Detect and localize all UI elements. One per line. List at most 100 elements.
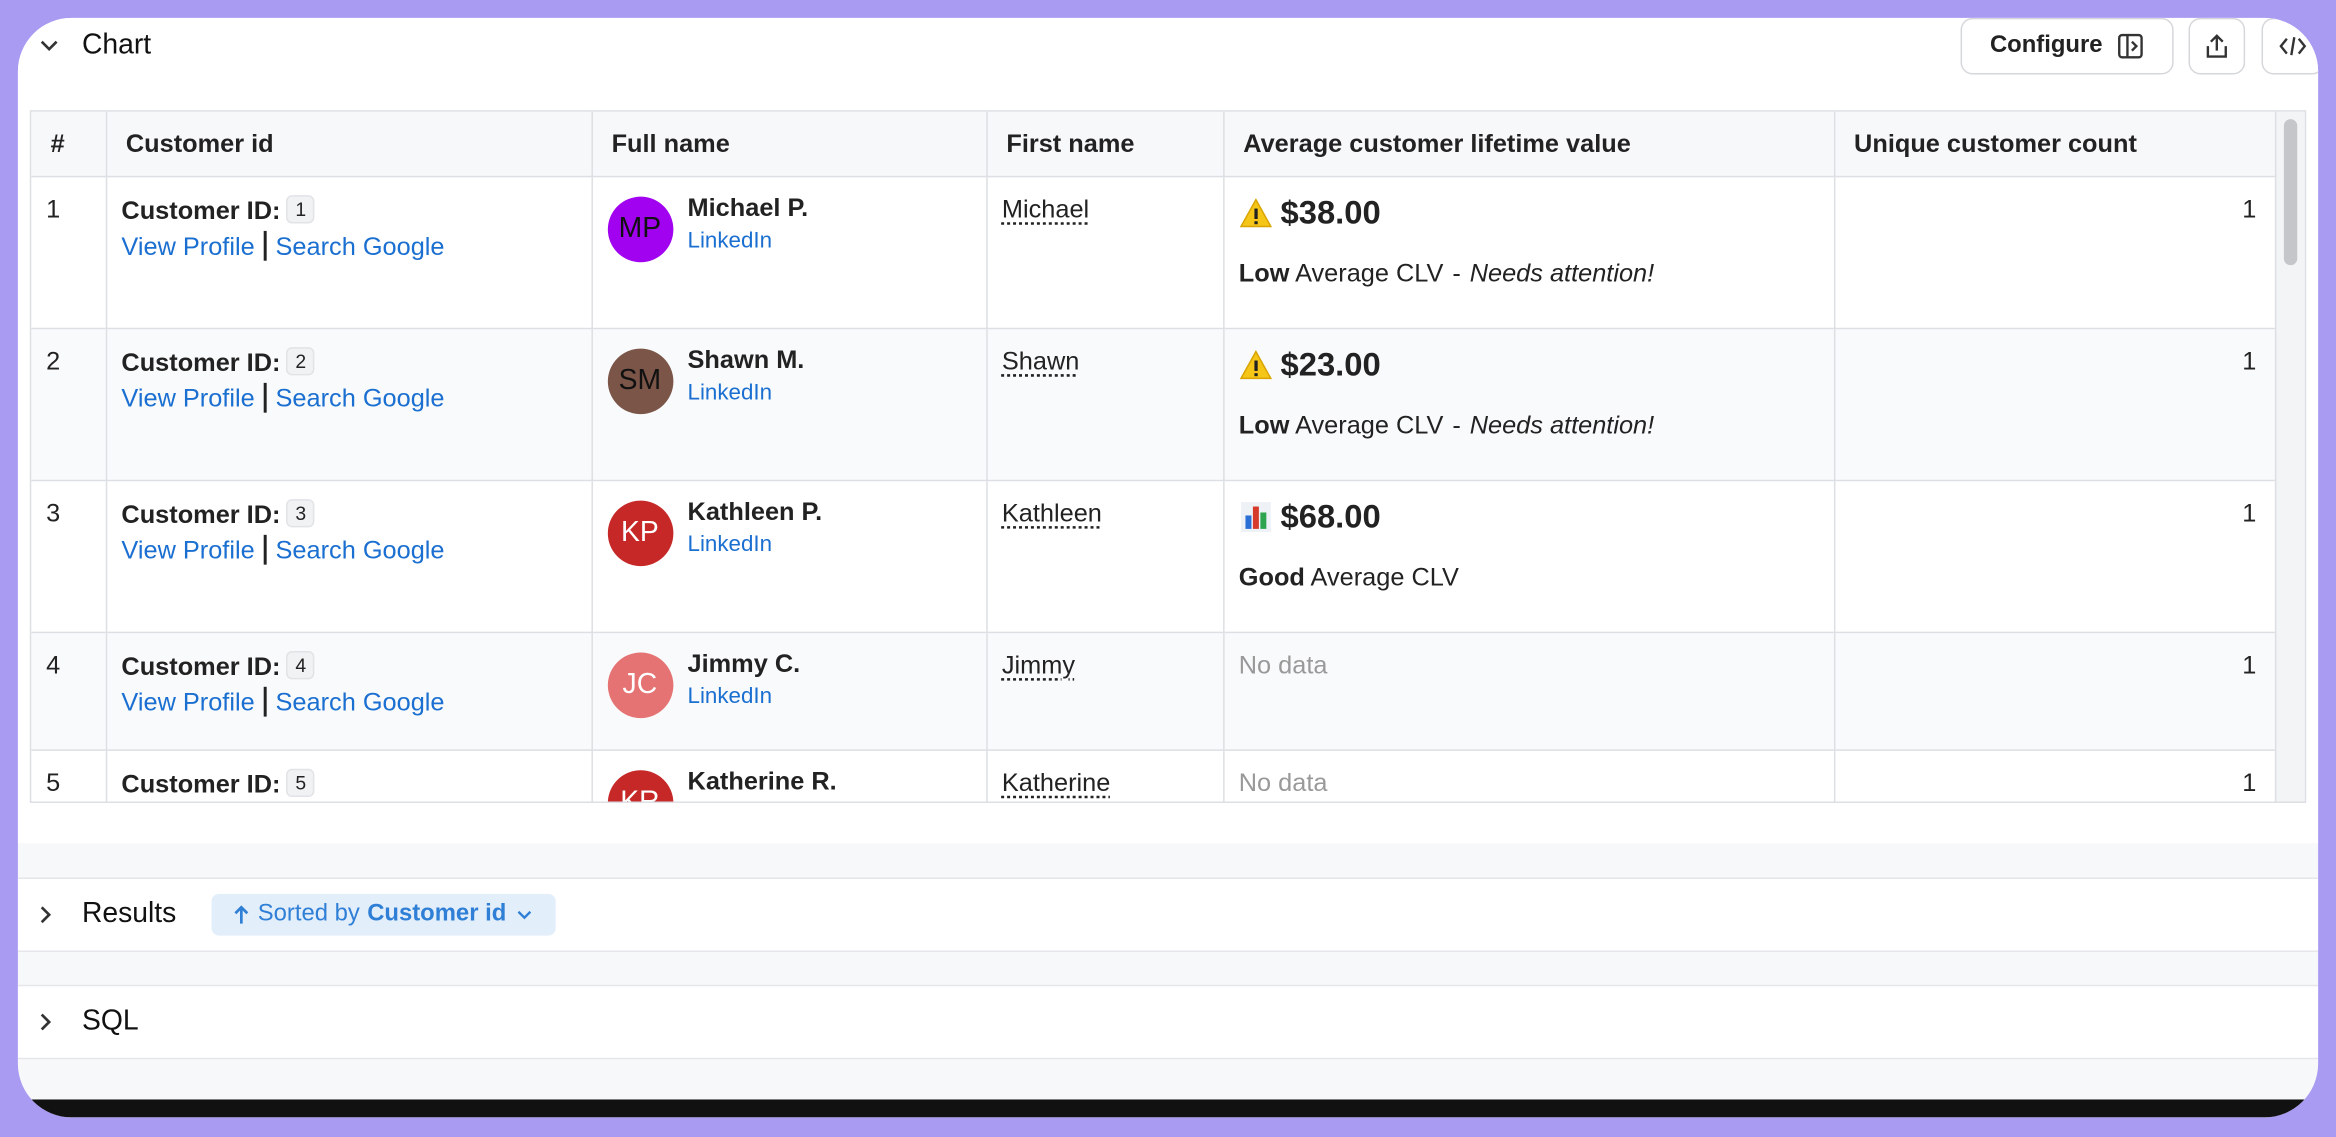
- table-row: 1 Customer ID: 1 View Profile Search Google M…: [31, 176, 2276, 330]
- profile-link[interactable]: View Profile: [121, 232, 255, 261]
- sql-section[interactable]: SQL: [17, 984, 2319, 1060]
- link-line: View Profile Search Google: [121, 534, 575, 566]
- section-title: SQL: [81, 1005, 139, 1037]
- profile-link[interactable]: View Profile: [121, 536, 255, 565]
- column-header[interactable]: Full name: [591, 111, 987, 178]
- card: Chart Configure # Customer id Full name Fir…: [17, 17, 2319, 1118]
- full-name-cell: KP Kathleen P. LinkedIn: [591, 480, 987, 634]
- full-name-cell: KR Katherine R.: [591, 750, 987, 802]
- index-cell: 4: [31, 632, 107, 751]
- customer-id-cell: Customer ID: 5: [105, 750, 593, 802]
- first-name-cell: Kathleen: [986, 480, 1224, 634]
- profile-link[interactable]: View Profile: [121, 384, 255, 413]
- arrow-up-icon: [234, 905, 249, 924]
- first-name-cell: Michael: [986, 176, 1224, 330]
- dropdown-icon: [517, 910, 531, 920]
- results-section[interactable]: Results Sorted by Customer id: [17, 877, 2319, 952]
- profile-link[interactable]: Search Google: [275, 688, 445, 717]
- social-link[interactable]: LinkedIn: [687, 227, 773, 254]
- embed-button[interactable]: [2261, 17, 2319, 75]
- warning-icon: [1238, 198, 1272, 228]
- clv-value-line: $68.00: [1239, 498, 1819, 537]
- full-name-cell: JC Jimmy C. LinkedIn: [591, 632, 987, 751]
- first-name-cell: Jimmy: [986, 632, 1224, 751]
- share-button[interactable]: [2188, 17, 2246, 75]
- chart-section: Chart Configure # Customer id Full name Fir…: [17, 17, 2319, 844]
- row-index: 5: [46, 768, 61, 798]
- link-line: View Profile Search Google: [121, 230, 575, 262]
- sort-pill[interactable]: Sorted by Customer id: [211, 893, 556, 936]
- panel-icon: [2118, 33, 2144, 59]
- share-icon: [2206, 34, 2227, 58]
- count-cell: 1: [1833, 328, 2276, 482]
- clv-label: Average CLV: [1295, 259, 1444, 288]
- clv-level: Low: [1238, 259, 1290, 288]
- column-header[interactable]: First name: [986, 111, 1224, 178]
- link-separator: [263, 382, 267, 413]
- count-cell: 1: [1833, 480, 2276, 634]
- clv-cell: No data: [1223, 750, 1835, 802]
- social-link[interactable]: LinkedIn: [687, 531, 773, 558]
- social-link[interactable]: LinkedIn: [687, 683, 773, 710]
- count-cell: 1: [1833, 632, 2276, 751]
- column-header[interactable]: #: [31, 111, 107, 178]
- clv-separator: -: [1452, 259, 1461, 288]
- no-data: No data: [1238, 651, 1328, 680]
- count-cell: 1: [1833, 176, 2276, 330]
- customer-id-cell: Customer ID: 1 View Profile Search Google: [105, 176, 593, 330]
- avatar: JC: [607, 652, 673, 719]
- scrollbar[interactable]: [2274, 111, 2305, 802]
- column-header[interactable]: Unique customer count: [1833, 111, 2276, 178]
- index-cell: 5: [31, 750, 107, 802]
- clv-level: Low: [1238, 411, 1290, 440]
- profile-link[interactable]: Search Google: [275, 536, 445, 565]
- clv-note-line: Good Average CLV: [1239, 563, 1819, 593]
- link-separator: [263, 686, 267, 717]
- bottom-bar: [17, 1099, 2319, 1118]
- profile-link[interactable]: Search Google: [275, 232, 445, 261]
- clv-cell: $68.00 Good Average CLV: [1223, 480, 1835, 634]
- row-index: 2: [46, 347, 61, 376]
- collapse-chevron[interactable]: [39, 36, 60, 57]
- id-tag: 3: [286, 499, 316, 528]
- column-header[interactable]: Customer id: [105, 111, 593, 178]
- link-separator: [263, 534, 267, 565]
- index-cell: 3: [31, 480, 107, 634]
- column-header[interactable]: Average customer lifetime value: [1223, 111, 1835, 178]
- id-label: Customer ID:: [121, 348, 281, 377]
- first-name-cell: Shawn: [986, 328, 1224, 482]
- clv-note-line: Low Average CLV - Needs attention!: [1239, 411, 1819, 441]
- full-name: Jimmy C.: [687, 649, 801, 678]
- clv-cell: No data: [1223, 632, 1835, 751]
- id-label: Customer ID:: [121, 500, 281, 529]
- full-name-cell: SM Shawn M. LinkedIn: [591, 328, 987, 482]
- warning-icon: [1238, 350, 1272, 380]
- social-link[interactable]: LinkedIn: [687, 379, 773, 406]
- full-name: Michael P.: [687, 193, 809, 222]
- row-index: 4: [46, 651, 61, 680]
- customer-count: 1: [2242, 347, 2257, 376]
- full-name: Shawn M.: [687, 345, 805, 374]
- table-container: # Customer id Full name First name Average c…: [29, 110, 2307, 804]
- customer-count: 1: [2242, 195, 2257, 224]
- customer-count: 1: [2242, 768, 2257, 798]
- id-tag: 1: [286, 195, 316, 224]
- table-body: 1 Customer ID: 1 View Profile Search Google M…: [31, 176, 2276, 802]
- id-line: Customer ID: 3: [121, 499, 575, 530]
- profile-link[interactable]: Search Google: [275, 384, 445, 413]
- first-name-cell: Katherine: [986, 750, 1224, 802]
- configure-button[interactable]: Configure: [1960, 17, 2174, 75]
- full-name-cell: MP Michael P. LinkedIn: [591, 176, 987, 330]
- expand-chevron: [40, 906, 52, 924]
- row-index: 3: [46, 499, 61, 528]
- button-label: Configure: [1989, 32, 2103, 59]
- table-row: 5 Customer ID: 5 KR Katherine R. Katherine No …: [31, 750, 2276, 802]
- clv-note: Needs attention!: [1469, 259, 1655, 288]
- link-separator: [263, 230, 267, 261]
- id-tag: 5: [286, 768, 316, 798]
- count-cell: 1: [1833, 750, 2276, 802]
- profile-link[interactable]: View Profile: [121, 688, 255, 717]
- avatar: SM: [607, 348, 673, 415]
- scroll-thumb[interactable]: [2283, 119, 2298, 266]
- full-name: Kathleen P.: [687, 497, 823, 526]
